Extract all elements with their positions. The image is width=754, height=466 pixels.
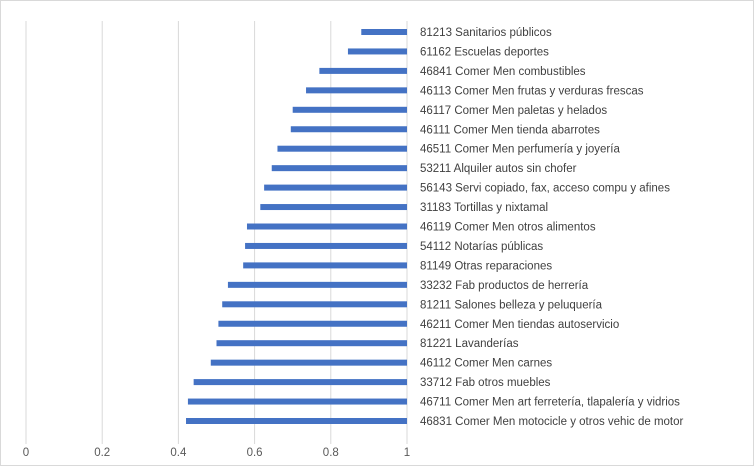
bar	[292, 106, 407, 113]
category-label: 56143 Servi copiado, fax, acceso compu y…	[420, 183, 670, 195]
category-label: 31183 Tortillas y nixtamal	[420, 202, 548, 214]
bar	[245, 242, 407, 249]
x-tick-label: 0.4	[170, 447, 187, 459]
bar	[361, 29, 407, 35]
x-tick-label: 0.2	[94, 447, 110, 459]
category-label: 46711 Comer Men art ferretería, tlapaler…	[420, 397, 680, 409]
x-tick-label: 1	[404, 447, 410, 459]
x-tick-label: 0.8	[323, 447, 339, 459]
category-label: 46511 Comer Men perfumería y joyería	[420, 144, 620, 156]
bar	[186, 418, 407, 424]
category-label: 46211 Comer Men tiendas autoservicio	[420, 319, 619, 331]
bar	[260, 204, 407, 211]
bar	[187, 398, 407, 405]
bar	[319, 67, 407, 74]
bar	[193, 379, 407, 386]
x-axis-ticks: 0 0.2 0.4 0.6 0.8 1	[23, 447, 410, 459]
bar	[227, 281, 407, 288]
category-label: 81213 Sanitarios públicos	[420, 27, 552, 39]
bar	[210, 359, 407, 366]
category-label: 46117 Comer Men paletas y helados	[420, 105, 607, 117]
bar	[222, 301, 407, 308]
bar	[246, 223, 407, 230]
category-label: 53211 Alquiler autos sin chofer	[420, 163, 577, 175]
category-label: 81211 Salones belleza y peluquería	[420, 299, 603, 311]
bar	[271, 165, 407, 172]
category-label: 81149 Otras reparaciones	[420, 260, 552, 272]
bar	[277, 145, 407, 152]
category-label: 33712 Fab otros muebles	[420, 377, 551, 389]
bar	[347, 48, 407, 55]
bars	[186, 29, 407, 424]
category-label: 46831 Comer Men motocicle y otros vehic …	[420, 416, 684, 428]
category-label: 46841 Comer Men combustibles	[420, 66, 586, 78]
bar	[290, 126, 407, 133]
category-label: 46111 Comer Men tienda abarrotes	[420, 124, 600, 136]
category-label: 54112 Notarías públicas	[420, 241, 543, 253]
bar	[264, 184, 407, 191]
category-label: 46119 Comer Men otros alimentos	[420, 222, 596, 234]
bar	[216, 340, 407, 347]
bar	[306, 87, 407, 94]
bar	[243, 262, 407, 269]
category-labels: 81213 Sanitarios públicos 61162 Escuelas …	[420, 27, 684, 428]
category-label: 33232 Fab productos de herrería	[420, 280, 589, 292]
x-tick-label: 0	[23, 447, 29, 459]
category-label: 81221 Lavanderías	[420, 338, 519, 350]
bar	[218, 320, 407, 327]
category-label: 46113 Comer Men frutas y verduras fresca…	[420, 85, 644, 97]
category-label: 46112 Comer Men carnes	[420, 358, 552, 370]
x-tick-label: 0.6	[247, 447, 263, 459]
category-label: 61162 Escuelas deportes	[420, 46, 549, 58]
